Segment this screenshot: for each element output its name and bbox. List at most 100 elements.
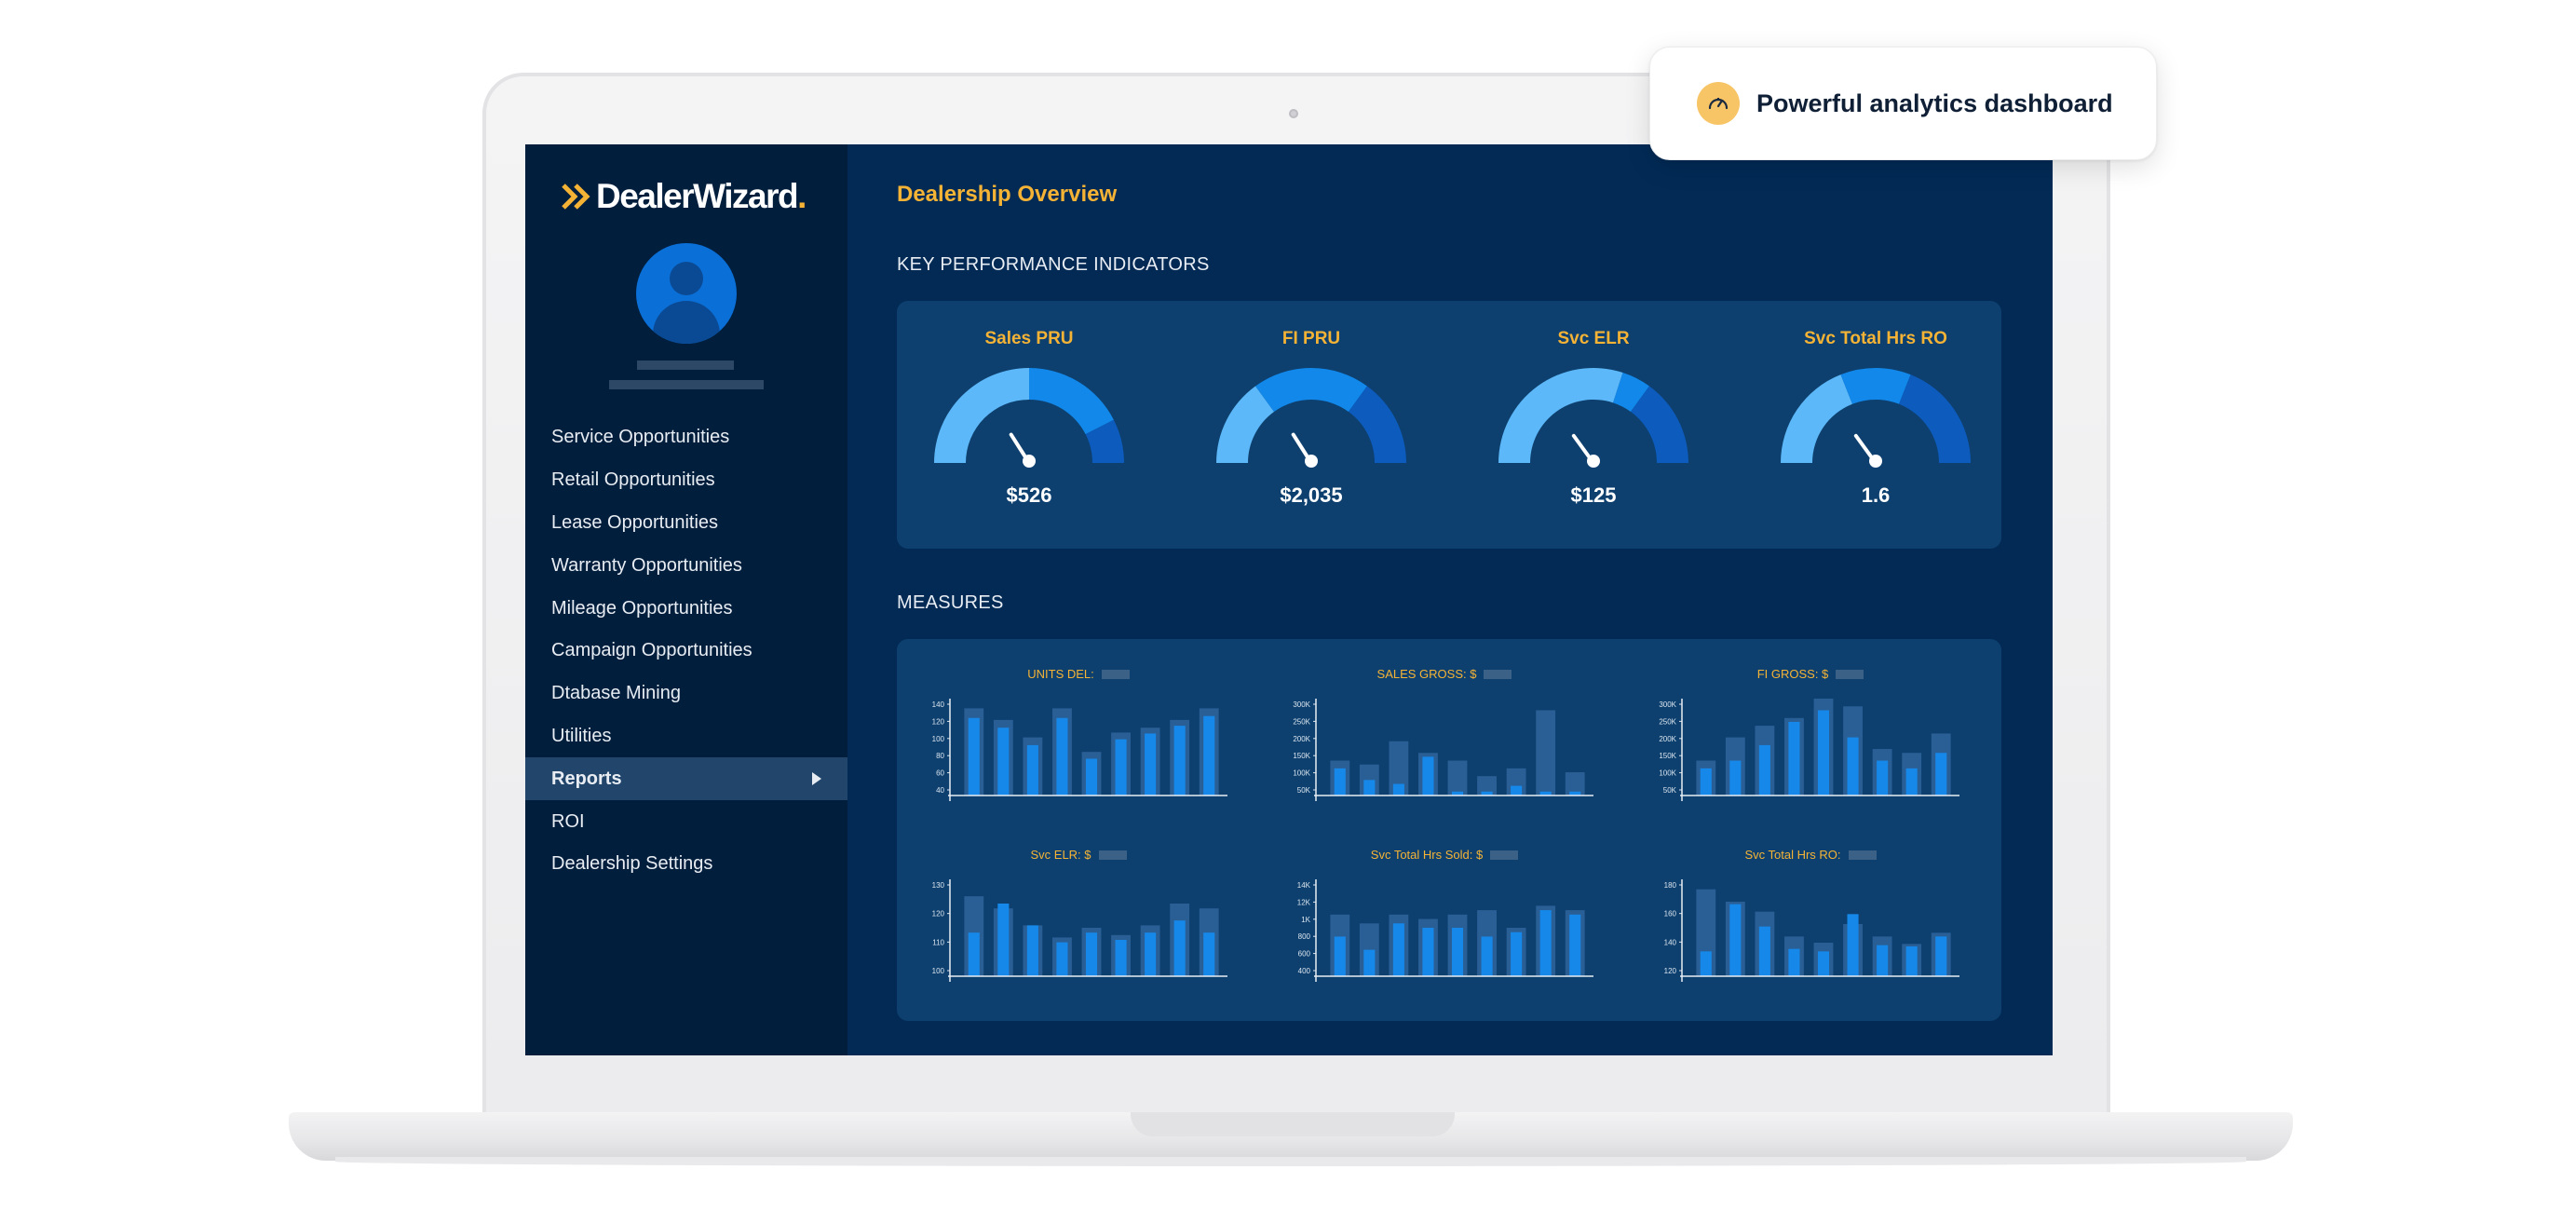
y-tick-label: 100K	[1659, 769, 1676, 778]
sidebar-item-mileage-opportunities[interactable]: Mileage Opportunities	[525, 587, 847, 630]
kpi-card[interactable]: Sales PRU $526	[927, 329, 1132, 515]
gauge-segment	[1613, 372, 1649, 412]
sidebar-item-retail-opportunities[interactable]: Retail Opportunities	[525, 459, 847, 502]
bar-value	[1847, 914, 1859, 976]
y-tick-label: 12K	[1297, 898, 1311, 906]
measure-chart[interactable]: FI GROSS: $ 300K 250K 200K 150K 100K 50K	[1652, 667, 1969, 835]
sidebar-item-label: Lease Opportunities	[551, 511, 719, 533]
gauge-segment	[1255, 368, 1367, 412]
bar-value	[997, 904, 1010, 976]
kpi-label: FI PRU	[1281, 329, 1341, 348]
sidebar-item-label: ROI	[551, 810, 585, 832]
bar-value	[1905, 768, 1918, 796]
bar-value	[1085, 932, 1098, 976]
chart-title-text: Svc ELR: $	[1030, 848, 1091, 862]
sidebar-item-utilities[interactable]: Utilities	[525, 715, 847, 758]
bar-value	[1905, 946, 1918, 976]
bar-chart-svg: 180 160 140 120	[1664, 879, 1959, 982]
gauge-hub	[1305, 455, 1318, 468]
bar-value	[1700, 951, 1712, 976]
chart-title: Svc Total Hrs RO:	[1652, 848, 1969, 862]
bar-chart-svg: 140 120 100 80 60 40	[932, 699, 1227, 801]
measure-chart[interactable]: UNITS DEL: 140 120 100 80 60 40	[920, 667, 1237, 835]
gauge-segment	[1899, 374, 1971, 463]
sidebar-item-label: Dealership Settings	[551, 853, 713, 875]
measure-chart[interactable]: SALES GROSS: $ 300K 250K 200K 150K 100K 50K	[1286, 667, 1603, 835]
y-tick-label: 80	[936, 752, 944, 760]
y-tick-label: 300K	[1659, 700, 1676, 709]
chart-title-text: FI GROSS: $	[1756, 667, 1829, 681]
bar-value	[1481, 936, 1493, 976]
y-tick-label: 110	[932, 938, 944, 946]
kpi-card[interactable]: Svc ELR $125	[1491, 329, 1696, 515]
user-role-placeholder	[609, 380, 764, 389]
y-tick-label: 130	[932, 881, 945, 890]
kpi-value: $526	[1006, 483, 1052, 507]
y-tick-label: 1K	[1301, 916, 1310, 924]
kpi-panel: Sales PRU $526 FI PRU $2,035 Svc ELR $125 Svc …	[897, 301, 2001, 549]
sidebar-item-campaign-opportunities[interactable]: Campaign Opportunities	[525, 630, 847, 673]
sidebar-item-service-opportunities[interactable]: Service Opportunities	[525, 416, 847, 459]
y-tick-label: 50K	[1297, 786, 1311, 795]
y-tick-label: 50K	[1663, 786, 1677, 795]
redacted-value	[1101, 669, 1130, 679]
bar-value	[1539, 910, 1552, 976]
y-tick-label: 14K	[1297, 881, 1311, 890]
gauge-hub	[1869, 455, 1882, 468]
bar-value	[1877, 945, 1889, 976]
kpi-card[interactable]: FI PRU $2,035	[1209, 329, 1414, 515]
bar-value	[1877, 760, 1889, 796]
sidebar-item-label: Service Opportunities	[551, 427, 730, 448]
redacted-value	[1484, 669, 1512, 679]
y-tick-label: 400	[1298, 967, 1311, 975]
chart-title-text: Svc Total Hrs RO:	[1744, 848, 1841, 862]
dealerwizard-logo[interactable]: DealerWizard.	[561, 174, 807, 219]
gauge-hub	[1587, 455, 1600, 468]
user-avatar[interactable]	[636, 243, 737, 344]
bar-value	[1334, 768, 1346, 796]
bar-value	[1847, 737, 1859, 796]
bar-value	[1511, 785, 1523, 796]
feature-callout: Powerful analytics dashboard	[1649, 47, 2157, 160]
gauge-segment	[1630, 386, 1688, 463]
y-tick-label: 800	[1298, 932, 1311, 941]
sidebar-item-lease-opportunities[interactable]: Lease Opportunities	[525, 502, 847, 545]
bar-background	[1389, 741, 1409, 796]
chart-title: Svc Total Hrs Sold: $	[1286, 848, 1603, 862]
sidebar-item-dealership-settings[interactable]: Dealership Settings	[525, 843, 847, 886]
bar-value	[1145, 932, 1157, 976]
bar-value	[1115, 739, 1127, 796]
kpi-card[interactable]: Svc Total Hrs RO 1.6	[1773, 329, 1978, 515]
measure-chart[interactable]: Svc ELR: $ 130 120 110 100	[920, 848, 1237, 1015]
sidebar-item-warranty-opportunities[interactable]: Warranty Opportunities	[525, 544, 847, 587]
y-tick-label: 150K	[1659, 752, 1676, 760]
y-tick-label: 120	[932, 910, 945, 918]
measure-chart[interactable]: Svc Total Hrs RO: 180 160 140 120	[1652, 848, 1969, 1015]
bar-background	[1477, 776, 1497, 796]
gauge-chart	[1216, 368, 1406, 468]
kpi-section-label: KEY PERFORMANCE INDICATORS	[897, 254, 1210, 275]
gauge-segment	[1840, 368, 1911, 404]
bar-chart-svg: 14K 12K 1K 800 600 400	[1297, 879, 1593, 982]
brand-name: DealerWizard	[596, 177, 799, 215]
kpi-label: Svc Total Hrs RO	[1804, 329, 1947, 348]
sidebar-item-label: Mileage Opportunities	[551, 597, 733, 619]
bar-background	[1565, 772, 1585, 796]
bar-value	[968, 932, 980, 976]
brand-dot: .	[797, 177, 807, 215]
sidebar: DealerWizard. Service Opportunities Retai…	[525, 144, 847, 1055]
chart-title-text: Svc Total Hrs Sold: $	[1370, 848, 1484, 862]
sidebar-item-roi[interactable]: ROI	[525, 800, 847, 843]
bar-value	[1788, 948, 1800, 976]
sidebar-item-dtabase-mining[interactable]: Dtabase Mining	[525, 673, 847, 715]
measures-section-label: MEASURES	[897, 592, 1004, 613]
laptop-shadow	[335, 1157, 2246, 1166]
avatar-head-shape	[670, 262, 703, 295]
sidebar-item-reports[interactable]: Reports	[525, 757, 847, 801]
bar-value	[1729, 760, 1742, 796]
chart-title: SALES GROSS: $	[1286, 667, 1603, 681]
bar-value	[1392, 923, 1404, 976]
measure-chart[interactable]: Svc Total Hrs Sold: $ 14K 12K 1K 800 600 400	[1286, 848, 1603, 1015]
bar-value	[1026, 744, 1038, 796]
